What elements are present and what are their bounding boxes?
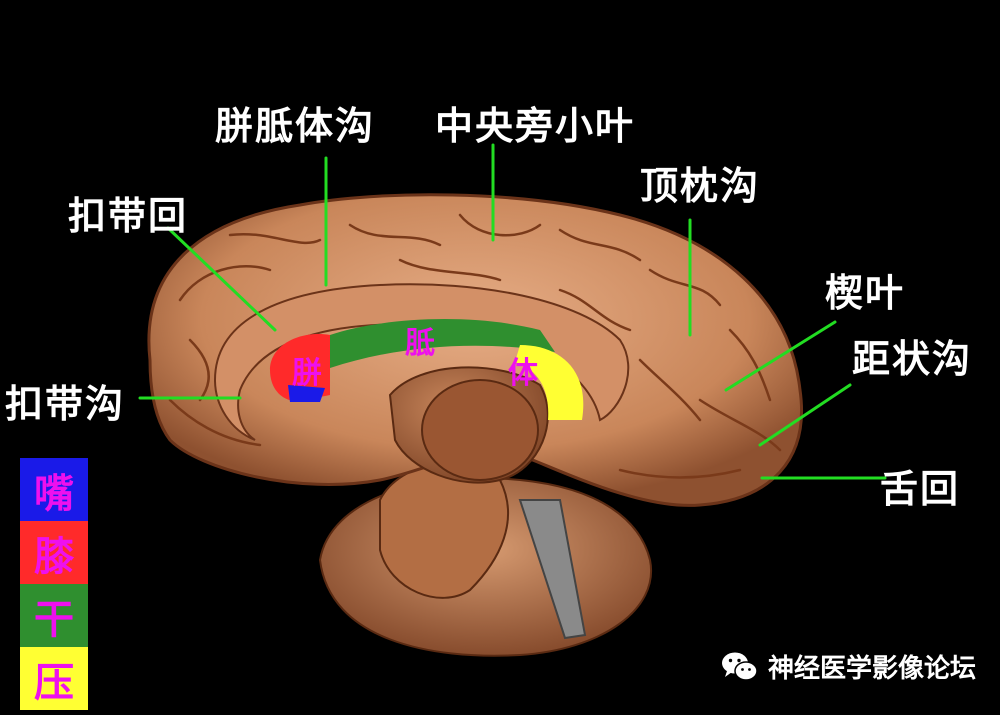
thalamic-mass	[421, 379, 539, 481]
label-paracentral-lobule: 中央旁小叶	[435, 103, 636, 148]
label-parietooccipital-sulcus: 顶枕沟	[640, 163, 761, 208]
corpus-callosum-genu	[270, 334, 330, 402]
corpus-callosum-trunk	[330, 319, 555, 368]
corpus-callosum-rostrum	[288, 385, 325, 402]
legend-label: 干	[34, 595, 74, 643]
corpus-callosum-splenium	[515, 345, 584, 420]
pituitary-stalk	[518, 499, 587, 640]
label-calcarine-sulcus: 距状沟	[852, 336, 973, 381]
legend-label: 膝	[34, 532, 74, 580]
watermark-text: 神经医学影像论坛	[768, 654, 977, 684]
legend-cell: 干	[20, 584, 88, 647]
leader-cingulate-gyrus	[166, 226, 277, 332]
label-cingulate-sulcus: 扣带沟	[5, 381, 126, 426]
wechat-icon	[722, 652, 758, 681]
label-cingulate-gyrus: 扣带回	[68, 193, 189, 238]
callosum-char-2: 胝	[405, 326, 435, 361]
label-callosomarginal-sulcus: 胼胝体沟	[215, 103, 376, 148]
callosum-char-1: 胼	[292, 356, 322, 391]
legend-label: 嘴	[34, 469, 74, 517]
leader-calcarine	[758, 383, 852, 447]
legend-label: 压	[34, 658, 74, 706]
label-lingual-gyrus: 舌回	[880, 466, 961, 511]
legend-cell: 嘴	[20, 458, 88, 521]
label-cuneus: 楔叶	[825, 270, 906, 315]
leader-cuneus	[724, 320, 837, 392]
cingulate-gyrus-band	[213, 283, 630, 441]
legend-cell: 膝	[20, 521, 88, 584]
watermark: 神经医学影像论坛	[720, 648, 976, 685]
callosum-char-3: 体	[508, 356, 538, 391]
legend-cell: 压	[20, 647, 88, 710]
